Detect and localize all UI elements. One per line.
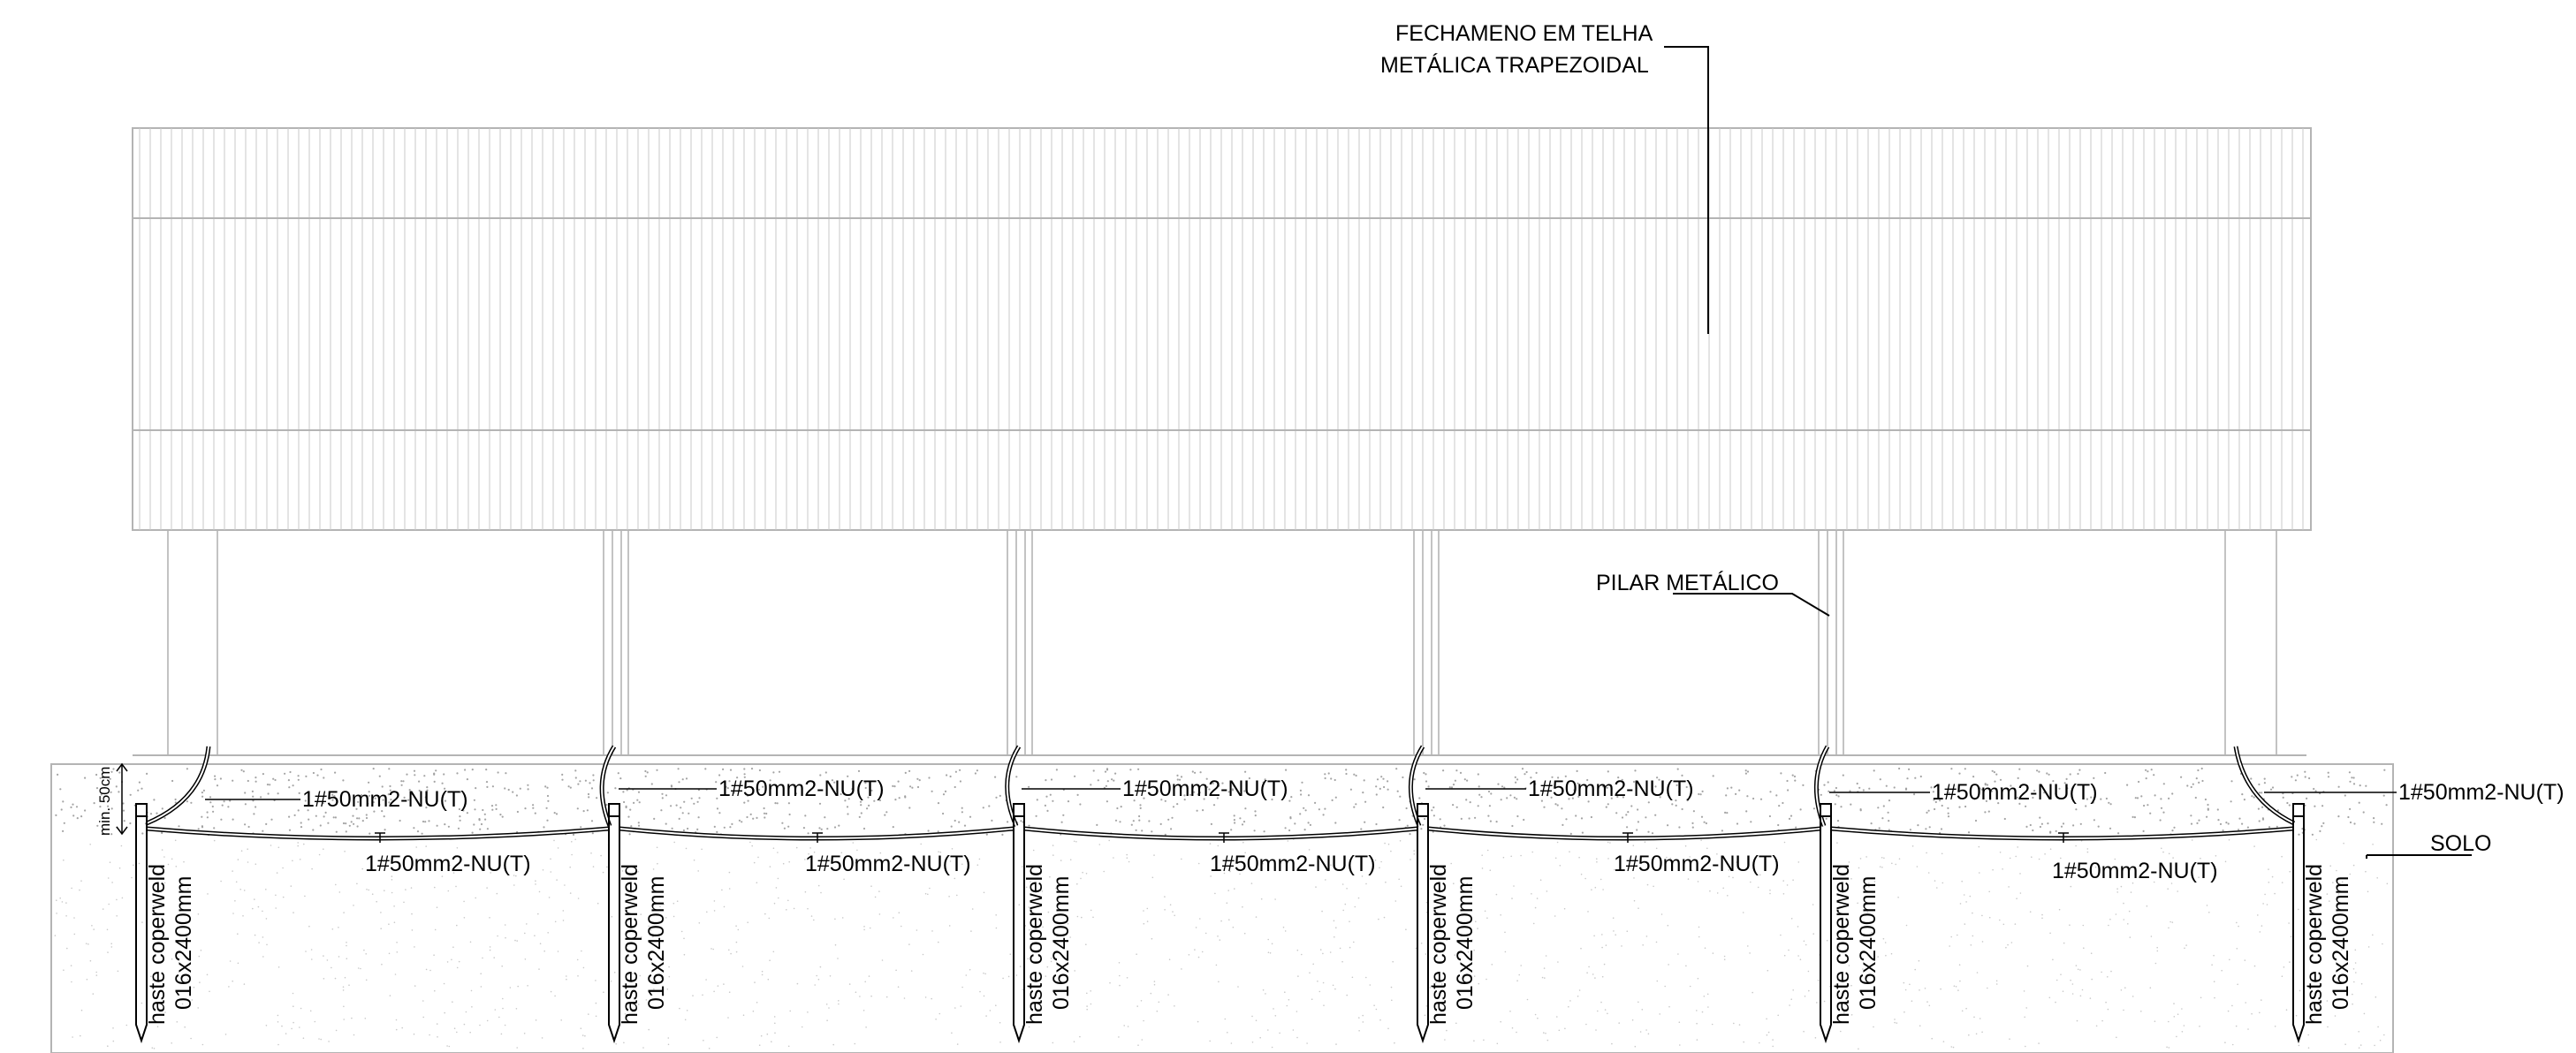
upper-cable-label: 1#50mm2-NU(T) [1022, 776, 1288, 801]
upper-cable-label-text: 1#50mm2-NU(T) [1528, 776, 1694, 801]
upper-cable-label: 1#50mm2-NU(T) [1829, 780, 2098, 805]
cladding-note-line2: METÁLICA TRAPEZOIDAL [1380, 52, 1649, 78]
cladding-note-line1: FECHAMENO EM TELHA [1395, 21, 1653, 46]
lower-cable-run [1427, 826, 1821, 843]
pillar-label-leader [1673, 593, 1830, 617]
rod-label-line1: haste coperweld [145, 864, 170, 1025]
lower-cable-label-text: 1#50mm2-NU(T) [2052, 859, 2218, 883]
lower-cable-label-text: 1#50mm2-NU(T) [1614, 852, 1780, 876]
grounding-rod [1013, 803, 1025, 1044]
metal-pillar [1413, 530, 1440, 755]
grounding-rod [135, 803, 148, 1044]
upper-cable-label: 1#50mm2-NU(T) [205, 787, 468, 812]
riser-cable [599, 745, 617, 827]
upper-cable-label: 1#50mm2-NU(T) [619, 776, 885, 801]
cladding-ribs [139, 128, 2304, 530]
rod-label-line2: 016x2400mm [1049, 876, 1074, 1010]
rod-label: haste coperweld 016x2400mm [145, 864, 196, 1025]
leaders [1664, 46, 2472, 859]
pillar-label: PILAR METÁLICO [1596, 570, 1779, 595]
rod-label-line2: 016x2400mm [1453, 876, 1478, 1010]
lower-cable-run [1023, 826, 1418, 843]
riser-cable [1409, 745, 1425, 827]
lower-cable-label-text: 1#50mm2-NU(T) [365, 852, 531, 876]
lower-cable-label-text: 1#50mm2-NU(T) [1210, 852, 1376, 876]
upper-cable-label-text: 1#50mm2-NU(T) [302, 787, 468, 812]
depth-dimension: min. 50cm [96, 762, 128, 836]
riser-cable [2233, 746, 2296, 826]
metal-pillar [1007, 530, 1033, 755]
title-note-leader [1664, 46, 1709, 334]
lower-cable-run [1830, 826, 2294, 843]
upper-cable-label-text: 1#50mm2-NU(T) [1122, 776, 1288, 801]
rod-label-line2: 016x2400mm [171, 876, 196, 1010]
upper-cable-labels: 1#50mm2-NU(T) 1#50mm2-NU(T) 1#50mm2-NU(T) 1… [205, 776, 2565, 812]
rod-label-line2: 016x2400mm [644, 876, 669, 1010]
soil-label: SOLO [2430, 831, 2491, 856]
riser-cable [146, 746, 211, 826]
grounding-rods [135, 803, 2305, 1044]
upper-cable-label-text: 1#50mm2-NU(T) [718, 776, 885, 801]
lower-cable-labels: 1#50mm2-NU(T) 1#50mm2-NU(T) 1#50mm2-NU(T) 1… [365, 852, 2218, 883]
upper-cable-label: 1#50mm2-NU(T) [1425, 776, 1694, 801]
rod-label-line1: haste coperweld [618, 864, 642, 1025]
metal-pillar [603, 530, 629, 755]
rod-label: haste coperweld 016x2400mm [1426, 864, 1478, 1025]
upper-cable-label-text: 1#50mm2-NU(T) [1932, 780, 2098, 805]
rod-labels: haste coperweld 016x2400mm haste coperweld… [145, 864, 2353, 1025]
metal-pillar [1818, 530, 1844, 755]
upper-cable-label-text: 1#50mm2-NU(T) [2398, 780, 2565, 805]
grounding-rod [608, 803, 620, 1044]
depth-note: min. 50cm [96, 767, 113, 836]
rod-label: haste coperweld 016x2400mm [1829, 864, 1881, 1025]
rod-label-line1: haste coperweld [1426, 864, 1451, 1025]
rod-label-line1: haste coperweld [2302, 864, 2327, 1025]
rod-label: haste coperweld 016x2400mm [1022, 864, 1074, 1025]
rod-label-line2: 016x2400mm [2329, 876, 2353, 1010]
rod-label-line1: haste coperweld [1829, 864, 1854, 1025]
grounding-rod [1820, 803, 1832, 1044]
lower-cable-run [146, 826, 610, 843]
metal-pillar [167, 530, 218, 755]
soil-outline [50, 763, 2394, 1053]
grounding-rod [1417, 803, 1429, 1044]
lower-cable-label-text: 1#50mm2-NU(T) [805, 852, 971, 876]
metal-cladding-panel [132, 127, 2312, 531]
rod-label-line1: haste coperweld [1022, 864, 1047, 1025]
metal-pillar [2224, 530, 2277, 755]
metal-pillars [167, 530, 2277, 755]
rod-label-line2: 016x2400mm [1856, 876, 1881, 1010]
lower-cable-run [619, 826, 1014, 843]
rod-label: haste coperweld 016x2400mm [2302, 864, 2353, 1025]
grounding-rod [2292, 803, 2305, 1044]
upper-cable-label: 1#50mm2-NU(T) [2264, 780, 2565, 805]
rod-label: haste coperweld 016x2400mm [618, 864, 669, 1025]
